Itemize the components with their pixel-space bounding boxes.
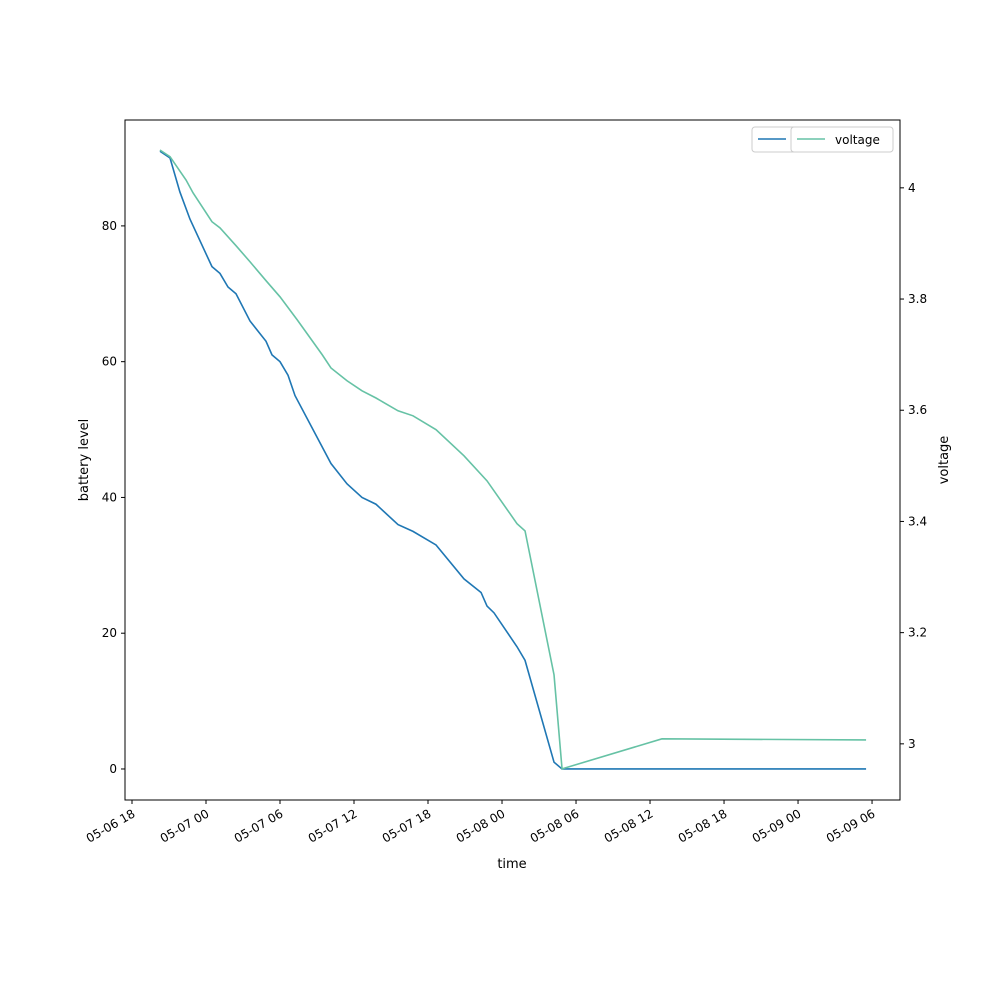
y2-tick-label: 3.2 bbox=[908, 626, 927, 640]
y2-tick-label: 3 bbox=[908, 737, 916, 751]
x-tick-label: 05-08 18 bbox=[676, 806, 730, 845]
y-tick-label: 60 bbox=[102, 355, 117, 369]
x-tick-label: 05-07 06 bbox=[232, 806, 286, 845]
x-tick-label: 05-09 00 bbox=[750, 806, 804, 845]
x-tick-label: 05-08 06 bbox=[528, 806, 582, 845]
legend-box bbox=[790, 126, 894, 153]
y-axis-label: battery level bbox=[77, 419, 92, 502]
y-tick-label: 0 bbox=[109, 762, 117, 776]
y-tick-label: 20 bbox=[102, 626, 117, 640]
x-tick-label: 05-06 18 bbox=[84, 806, 138, 845]
y2-tick-label: 3.8 bbox=[908, 292, 927, 306]
legend: voltage bbox=[790, 126, 894, 153]
y2-tick-label: 3.6 bbox=[908, 403, 927, 417]
y-tick-label: 40 bbox=[102, 490, 117, 504]
x-tick-label: 05-07 12 bbox=[306, 806, 360, 845]
y2-axis-label: voltage bbox=[937, 436, 952, 485]
series-line bbox=[159, 149, 867, 770]
y-tick-label: 80 bbox=[102, 219, 117, 233]
x-axis-label: time bbox=[497, 857, 526, 872]
series-line bbox=[159, 150, 867, 770]
x-tick-label: 05-07 18 bbox=[380, 806, 434, 845]
plot-frame bbox=[124, 119, 901, 801]
x-tick-label: 05-08 12 bbox=[602, 806, 656, 845]
x-tick-label: 05-09 06 bbox=[824, 806, 878, 845]
y2-tick-label: 3.4 bbox=[908, 514, 927, 528]
x-tick-label: 05-08 00 bbox=[454, 806, 508, 845]
y2-tick-label: 4 bbox=[908, 181, 916, 195]
legend-label: voltage bbox=[835, 133, 880, 147]
x-tick-label: 05-07 00 bbox=[158, 806, 212, 845]
